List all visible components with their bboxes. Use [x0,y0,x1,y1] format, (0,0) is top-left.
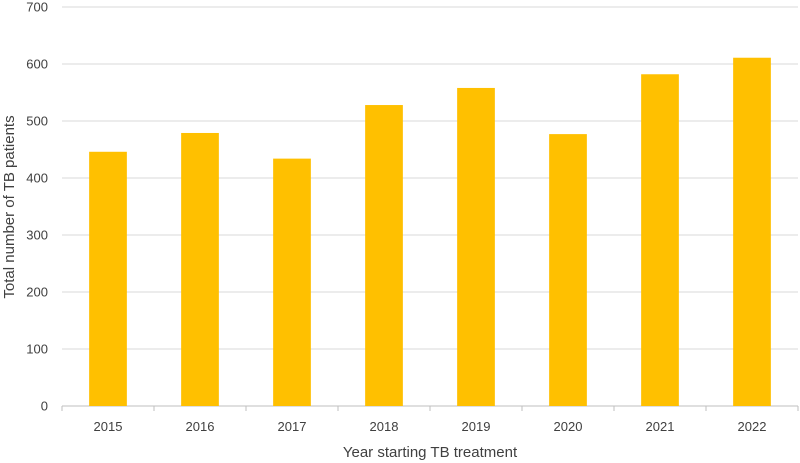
y-tick-label: 100 [26,342,48,357]
bar-2019 [457,87,495,406]
y-tick-label: 400 [26,171,48,186]
bar-2017 [273,158,311,406]
x-axis-title: Year starting TB treatment [343,444,518,461]
y-tick-label: 300 [26,228,48,243]
bar-2021 [641,74,679,406]
bar-2022 [733,57,771,406]
bars [89,57,771,407]
y-tick-label: 500 [26,114,48,129]
y-tick-label: 0 [41,399,48,414]
x-tick-label: 2016 [186,419,215,434]
bar-2020 [549,134,587,407]
x-tick-label: 2018 [370,419,399,434]
bar-2015 [89,151,127,406]
gridlines [62,6,798,407]
bar-2016 [181,132,219,406]
bar-2018 [365,105,403,406]
y-tick-label: 600 [26,57,48,72]
y-tick-label: 700 [26,0,48,15]
x-tick-label: 2020 [554,419,583,434]
x-tick-label: 2017 [278,419,307,434]
x-tick-label: 2022 [738,419,767,434]
x-tick-label: 2019 [462,419,491,434]
x-axis-ticks: 2015 2016 2017 2018 2019 2020 2021 2022 [61,406,799,434]
y-axis-ticks: 0 100 200 300 400 500 600 700 [26,0,48,414]
x-tick-label: 2015 [94,419,123,434]
y-axis-title: Total number of TB patients [1,115,18,298]
x-tick-label: 2021 [646,419,675,434]
y-tick-label: 200 [26,285,48,300]
